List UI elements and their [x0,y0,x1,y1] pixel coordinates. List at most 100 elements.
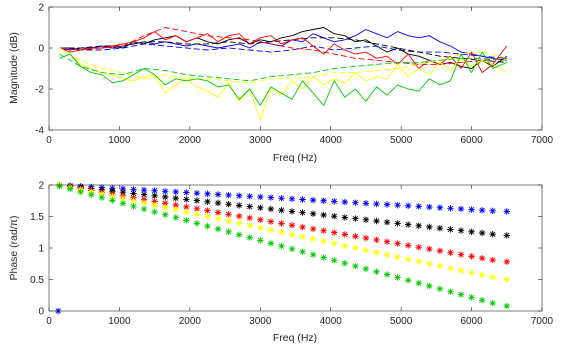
magnitude-series-line-7 [59,47,507,84]
phase-x-tick-label: 1000 [108,316,131,327]
phase-point-4 [88,191,95,199]
phase-point-0 [362,200,370,207]
phase-point-3 [235,220,243,227]
phase-point-1 [235,202,243,209]
phase-point-0 [489,207,496,215]
phase-point-4 [183,217,190,224]
phase-point-4 [193,220,201,227]
phase-point-1 [404,221,412,228]
phase-y-tick-label: 0 [38,307,44,318]
phase-point-3 [436,262,444,270]
phase-point-2 [151,198,158,205]
phase-x-tick-label: 3000 [249,316,272,327]
phase-point-2 [214,209,222,216]
phase-point-4 [225,228,232,236]
phase-point-1 [468,228,475,235]
phase-point-2 [352,233,359,240]
phase-point-2 [478,255,486,262]
phase-point-1 [373,217,380,225]
phase-point-4 [309,251,317,258]
phase-point-4 [151,208,158,216]
phase-point-0 [309,196,317,204]
phase-y-tick-label: 0.5 [30,275,44,286]
phase-point-2 [172,201,179,209]
magnitude-series-line-5 [59,27,507,65]
phase-point-2 [140,196,148,203]
phase-point-0 [426,203,433,211]
phase-point-0 [214,191,222,198]
phase-point-2 [299,223,306,231]
phase-point-2 [436,247,444,255]
phase-point-0 [320,197,327,204]
phase-point-4 [394,274,401,281]
magnitude-y-tick-label: -4 [35,126,44,137]
magnitude-plot: 0 1000 2000 3000 4000 5000 6000 7000 -4 -2 0 2 Fre… [8,3,554,165]
phase-point-4 [352,262,359,270]
phase-point-3 [162,204,169,211]
phase-point-1 [119,189,127,196]
phase-point-0 [267,194,275,201]
magnitude-series-line-1 [59,43,507,59]
phase-point-1 [415,222,422,229]
phase-point-4 [447,288,454,295]
phase-point-3 [503,276,510,283]
phase-point-0 [352,199,359,206]
phase-point-3 [415,258,422,265]
phase-point-1 [362,216,370,223]
magnitude-series-group [59,27,508,121]
phase-x-axis-label: Freq (Hz) [273,332,317,344]
phase-point-4 [341,260,348,267]
phase-point-2 [225,211,232,218]
phase-point-0 [204,190,211,198]
magnitude-x-ticks: 0 1000 2000 3000 4000 5000 6000 7000 [46,7,554,146]
phase-point-3 [130,197,137,204]
phase-point-4 [331,257,338,264]
phase-point-4 [119,200,127,207]
magnitude-x-tick-label: 6000 [460,135,483,146]
phase-point-0 [383,201,391,208]
phase-x-ticks: 0 1000 2000 3000 4000 5000 6000 7000 [46,185,554,327]
phase-point-4 [503,302,510,310]
phase-point-4 [404,277,412,284]
phase-point-0 [235,192,243,199]
phase-point-0 [457,205,465,213]
phase-point-1 [478,229,486,237]
magnitude-series-line-3 [59,37,507,63]
phase-point-0 [172,188,179,196]
magnitude-x-tick-label: 4000 [320,135,343,146]
phase-point-3 [109,193,116,200]
phase-point-0 [278,195,285,202]
phase-point-2 [362,234,370,242]
magnitude-axes-box [48,6,543,131]
magnitude-x-tick-label: 0 [46,135,52,146]
phase-series-group [54,181,510,315]
phase-point-3 [394,253,401,261]
phase-point-2 [162,200,169,207]
phase-point-3 [140,199,148,207]
magnitude-x-tick-label: 7000 [531,135,554,146]
magnitude-plot-area [49,7,542,130]
phase-point-2 [503,258,510,266]
magnitude-series-line-6 [59,47,508,121]
phase-point-0 [140,186,148,194]
magnitude-y-ticks: -4 -2 0 2 [35,3,542,137]
phase-point-1 [341,214,348,221]
phase-point-0 [331,198,338,205]
phase-point-0 [468,206,475,213]
phase-x-tick-label: 2000 [179,316,202,327]
phase-y-tick-label: 1.5 [30,212,44,223]
phase-point-1 [436,225,444,232]
phase-point-4 [246,234,253,241]
phase-point-2 [267,218,275,225]
phase-x-tick-label: 4000 [320,316,343,327]
phase-point-2 [447,249,454,256]
phase-point-1 [352,215,359,222]
phase-point-3 [151,202,158,209]
phase-point-4 [468,294,475,301]
phase-point-4 [204,222,211,230]
phase-point-2 [193,205,201,212]
phase-y-ticks: 0 0.5 1 1.5 2 [30,181,542,318]
phase-point-2 [320,227,327,234]
phase-point-3 [246,222,253,229]
phase-y-tick-label: 1 [38,244,44,255]
